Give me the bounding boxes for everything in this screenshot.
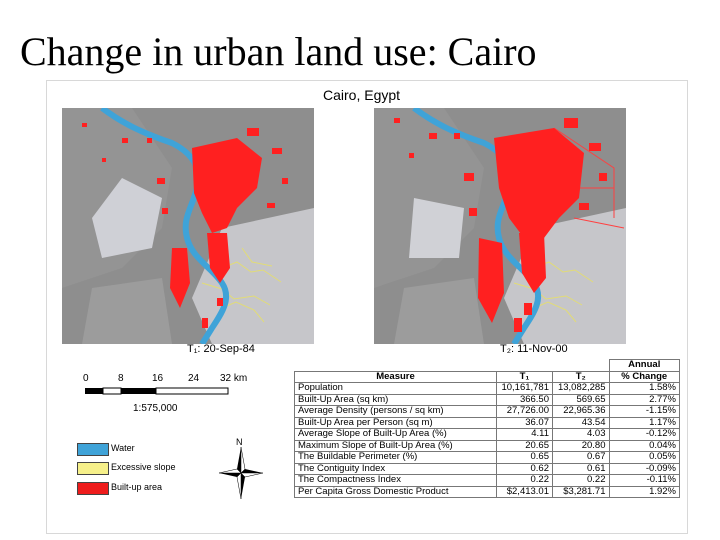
- table-cell-measure: The Buildable Perimeter (%): [294, 451, 497, 464]
- table-cell-value: 0.67: [552, 451, 610, 464]
- table-cell-value: -0.11%: [608, 474, 680, 487]
- table-row: Maximum Slope of Built-Up Area (%) 20.65 2…: [294, 439, 680, 452]
- table-cell-measure: Average Density (persons / sq km): [294, 405, 497, 418]
- table-header: T₂: [552, 370, 610, 383]
- legend-label: Excessive slope: [111, 462, 176, 472]
- table-cell-value: 569.65: [552, 393, 610, 406]
- table-cell-value: 0.62: [496, 462, 553, 475]
- scale-bar: 0 8 16 24 32 km 1:575,000: [77, 373, 277, 423]
- table-cell-value: -1.15%: [608, 405, 680, 418]
- table-row: Per Capita Gross Domestic Product $2,413.…: [294, 485, 680, 498]
- scale-tick-label: 32 km: [220, 373, 248, 384]
- table-row: The Compactness Index 0.22 0.22 -0.11%: [294, 474, 680, 487]
- legend-swatch: [77, 462, 109, 475]
- table-row: Average Slope of Built-Up Area (%) 4.11 4.…: [294, 428, 680, 441]
- table-row: Built-Up Area per Person (sq m) 36.07 43.5…: [294, 416, 680, 429]
- table-cell-value: 0.22: [496, 474, 553, 487]
- north-arrow: N: [219, 437, 263, 501]
- scale-ratio: 1:575,000: [133, 403, 178, 414]
- scale-bar-graphic: [85, 387, 229, 395]
- table-cell-measure: Built-Up Area (sq km): [294, 393, 497, 406]
- scale-tick-label: 8: [118, 373, 124, 384]
- table-cell-measure: Built-Up Area per Person (sq m): [294, 416, 497, 429]
- table-row: Population 10,161,781 13,082,285 1.58%: [294, 382, 680, 395]
- legend-swatch: [77, 443, 109, 456]
- table-cell-value: 27,726.00: [496, 405, 553, 418]
- table-cell-value: 36.07: [496, 416, 553, 429]
- north-label: N: [236, 437, 243, 447]
- table-cell-value: -0.09%: [608, 462, 680, 475]
- legend-label: Built-up area: [111, 482, 163, 492]
- table-cell-value: 1.58%: [608, 382, 680, 395]
- map-caption-t1: T₁: 20-Sep-84: [187, 343, 255, 355]
- table-cell-measure: Average Slope of Built-Up Area (%): [294, 428, 497, 441]
- urban-measures-table: Annual Measure T₁ T₂ % Change Population…: [294, 359, 680, 498]
- table-header-annual: Annual: [608, 359, 680, 371]
- table-cell-value: 0.61: [552, 462, 610, 475]
- table-cell-value: 0.65: [496, 451, 553, 464]
- satellite-map-t1: [62, 108, 314, 344]
- table-row: The Contiguity Index 0.62 0.61 -0.09%: [294, 462, 680, 475]
- table-header: T₁: [496, 370, 553, 383]
- table-cell-value: 1.17%: [608, 416, 680, 429]
- legend-item-water: Water: [77, 443, 237, 457]
- table-cell-value: 4.03: [552, 428, 610, 441]
- legend-item-built-up-area: Built-up area: [77, 482, 237, 496]
- table-header: % Change: [608, 370, 680, 383]
- table-cell-measure: Per Capita Gross Domestic Product: [294, 485, 497, 498]
- table-row: Built-Up Area (sq km) 366.50 569.65 2.77%: [294, 393, 680, 406]
- table-cell-value: -0.12%: [608, 428, 680, 441]
- table-cell-measure: The Contiguity Index: [294, 462, 497, 475]
- table-body: Population 10,161,781 13,082,285 1.58% Built…: [294, 382, 680, 498]
- legend-item-excessive-slope: Excessive slope: [77, 462, 237, 476]
- table-header: Measure: [294, 370, 497, 383]
- figure-title: Cairo, Egypt: [323, 87, 401, 103]
- table-row: The Buildable Perimeter (%) 0.65 0.67 0.05%: [294, 451, 680, 464]
- scale-tick-label: 16: [152, 373, 164, 384]
- map-caption-t2: T₂: 11-Nov-00: [500, 343, 568, 355]
- table-cell-value: 20.65: [496, 439, 553, 452]
- legend-label: Water: [111, 443, 135, 453]
- slide-title: Change in urban land use: Cairo: [20, 29, 537, 74]
- table-cell-value: 20.80: [552, 439, 610, 452]
- compass-rose-icon: [219, 447, 263, 500]
- table-cell-value: 366.50: [496, 393, 553, 406]
- table-cell-value: 1.92%: [608, 485, 680, 498]
- legend-swatch: [77, 482, 109, 495]
- table-cell-measure: The Compactness Index: [294, 474, 497, 487]
- table-cell-value: $3,281.71: [552, 485, 610, 498]
- figure-panel: Cairo, Egypt: [46, 80, 688, 534]
- table-cell-value: 0.22: [552, 474, 610, 487]
- scale-tick-label: 24: [188, 373, 200, 384]
- satellite-map-t2: [374, 108, 626, 344]
- table-cell-measure: Maximum Slope of Built-Up Area (%): [294, 439, 497, 452]
- table-cell-value: 22,965.36: [552, 405, 610, 418]
- table-cell-value: 2.77%: [608, 393, 680, 406]
- table-cell-value: $2,413.01: [496, 485, 553, 498]
- scale-tick-label: 0: [83, 373, 89, 384]
- table-cell-value: 13,082,285: [552, 382, 610, 395]
- table-row: Average Density (persons / sq km) 27,726.…: [294, 405, 680, 418]
- table-cell-value: 0.04%: [608, 439, 680, 452]
- table-cell-value: 4.11: [496, 428, 553, 441]
- table-cell-value: 43.54: [552, 416, 610, 429]
- table-cell-value: 10,161,781: [496, 382, 553, 395]
- table-cell-value: 0.05%: [608, 451, 680, 464]
- table-cell-measure: Population: [294, 382, 497, 395]
